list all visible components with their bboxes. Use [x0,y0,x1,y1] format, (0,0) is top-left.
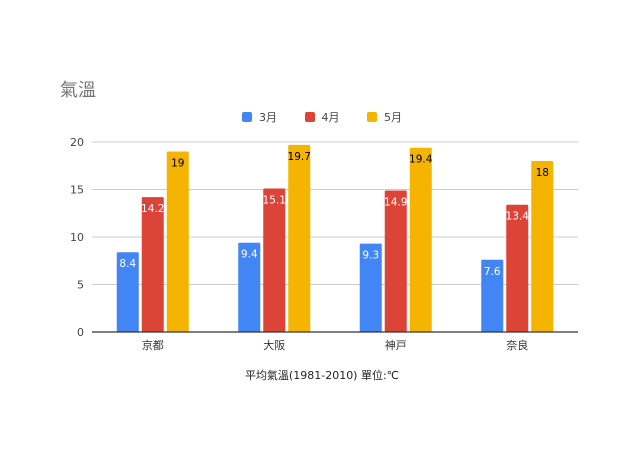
x-tick-label-1: 大阪 [263,338,285,352]
x-axis-title: 平均氣溫(1981-2010) 單位:℃ [244,369,400,382]
bar-3月-神戸 [359,243,382,332]
data-label-5月-奈良: 18 [536,167,549,179]
data-label-4月-大阪: 15.1 [263,195,286,207]
bar-5月-奈良 [531,161,554,332]
chart-title: 氣溫 [60,80,96,101]
legend-label-series-0: 3月 [259,111,277,124]
bar-4月-京都 [141,197,164,332]
data-label-3月-奈良: 7.6 [484,266,501,278]
bar-5月-大阪 [288,144,311,332]
data-label-5月-神戸: 19.4 [409,154,433,166]
bar-4月-神戸 [384,190,407,332]
legend-label-series-1: 4月 [321,111,340,124]
bar-3月-京都 [116,252,139,332]
data-label-3月-神戸: 9.3 [362,250,379,262]
data-label-5月-京都: 19 [171,158,184,170]
legend-swatch-series-1 [304,112,315,122]
y-tick-label-2: 10 [70,231,84,244]
y-tick-label-3: 15 [70,184,84,197]
legend-label-series-2: 5月 [384,111,402,124]
data-label-3月-大阪: 9.4 [241,249,258,261]
data-label-4月-奈良: 13.4 [506,211,530,223]
legend-item-series-1[interactable]: 4月 [304,109,340,125]
bar-3月-大阪 [238,242,261,332]
x-tick-label-0: 京都 [142,338,164,352]
legend-item-series-0[interactable]: 3月 [242,109,277,125]
bar-3月-奈良 [481,259,504,332]
legend: 3月 4月 5月 [0,109,644,125]
y-tick-label-4: 20 [70,136,84,149]
data-label-3月-京都: 8.4 [119,258,136,270]
bar-5月-京都 [166,151,189,332]
bar-5月-神戸 [409,147,432,332]
x-tick-label-3: 奈良 [506,338,528,352]
bar-4月-奈良 [506,204,529,332]
legend-swatch-series-2 [367,112,377,122]
legend-swatch-series-0 [242,112,252,122]
y-tick-label-0: 0 [77,326,84,339]
x-tick-label-2: 神戸 [385,338,407,352]
data-label-4月-京都: 14.2 [141,203,164,215]
bar-4月-大阪 [263,188,286,332]
legend-item-series-2[interactable]: 5月 [367,109,402,125]
data-label-4月-神戸: 14.9 [384,196,407,208]
y-tick-label-1: 5 [77,279,84,292]
data-label-5月-大阪: 19.7 [288,151,311,163]
